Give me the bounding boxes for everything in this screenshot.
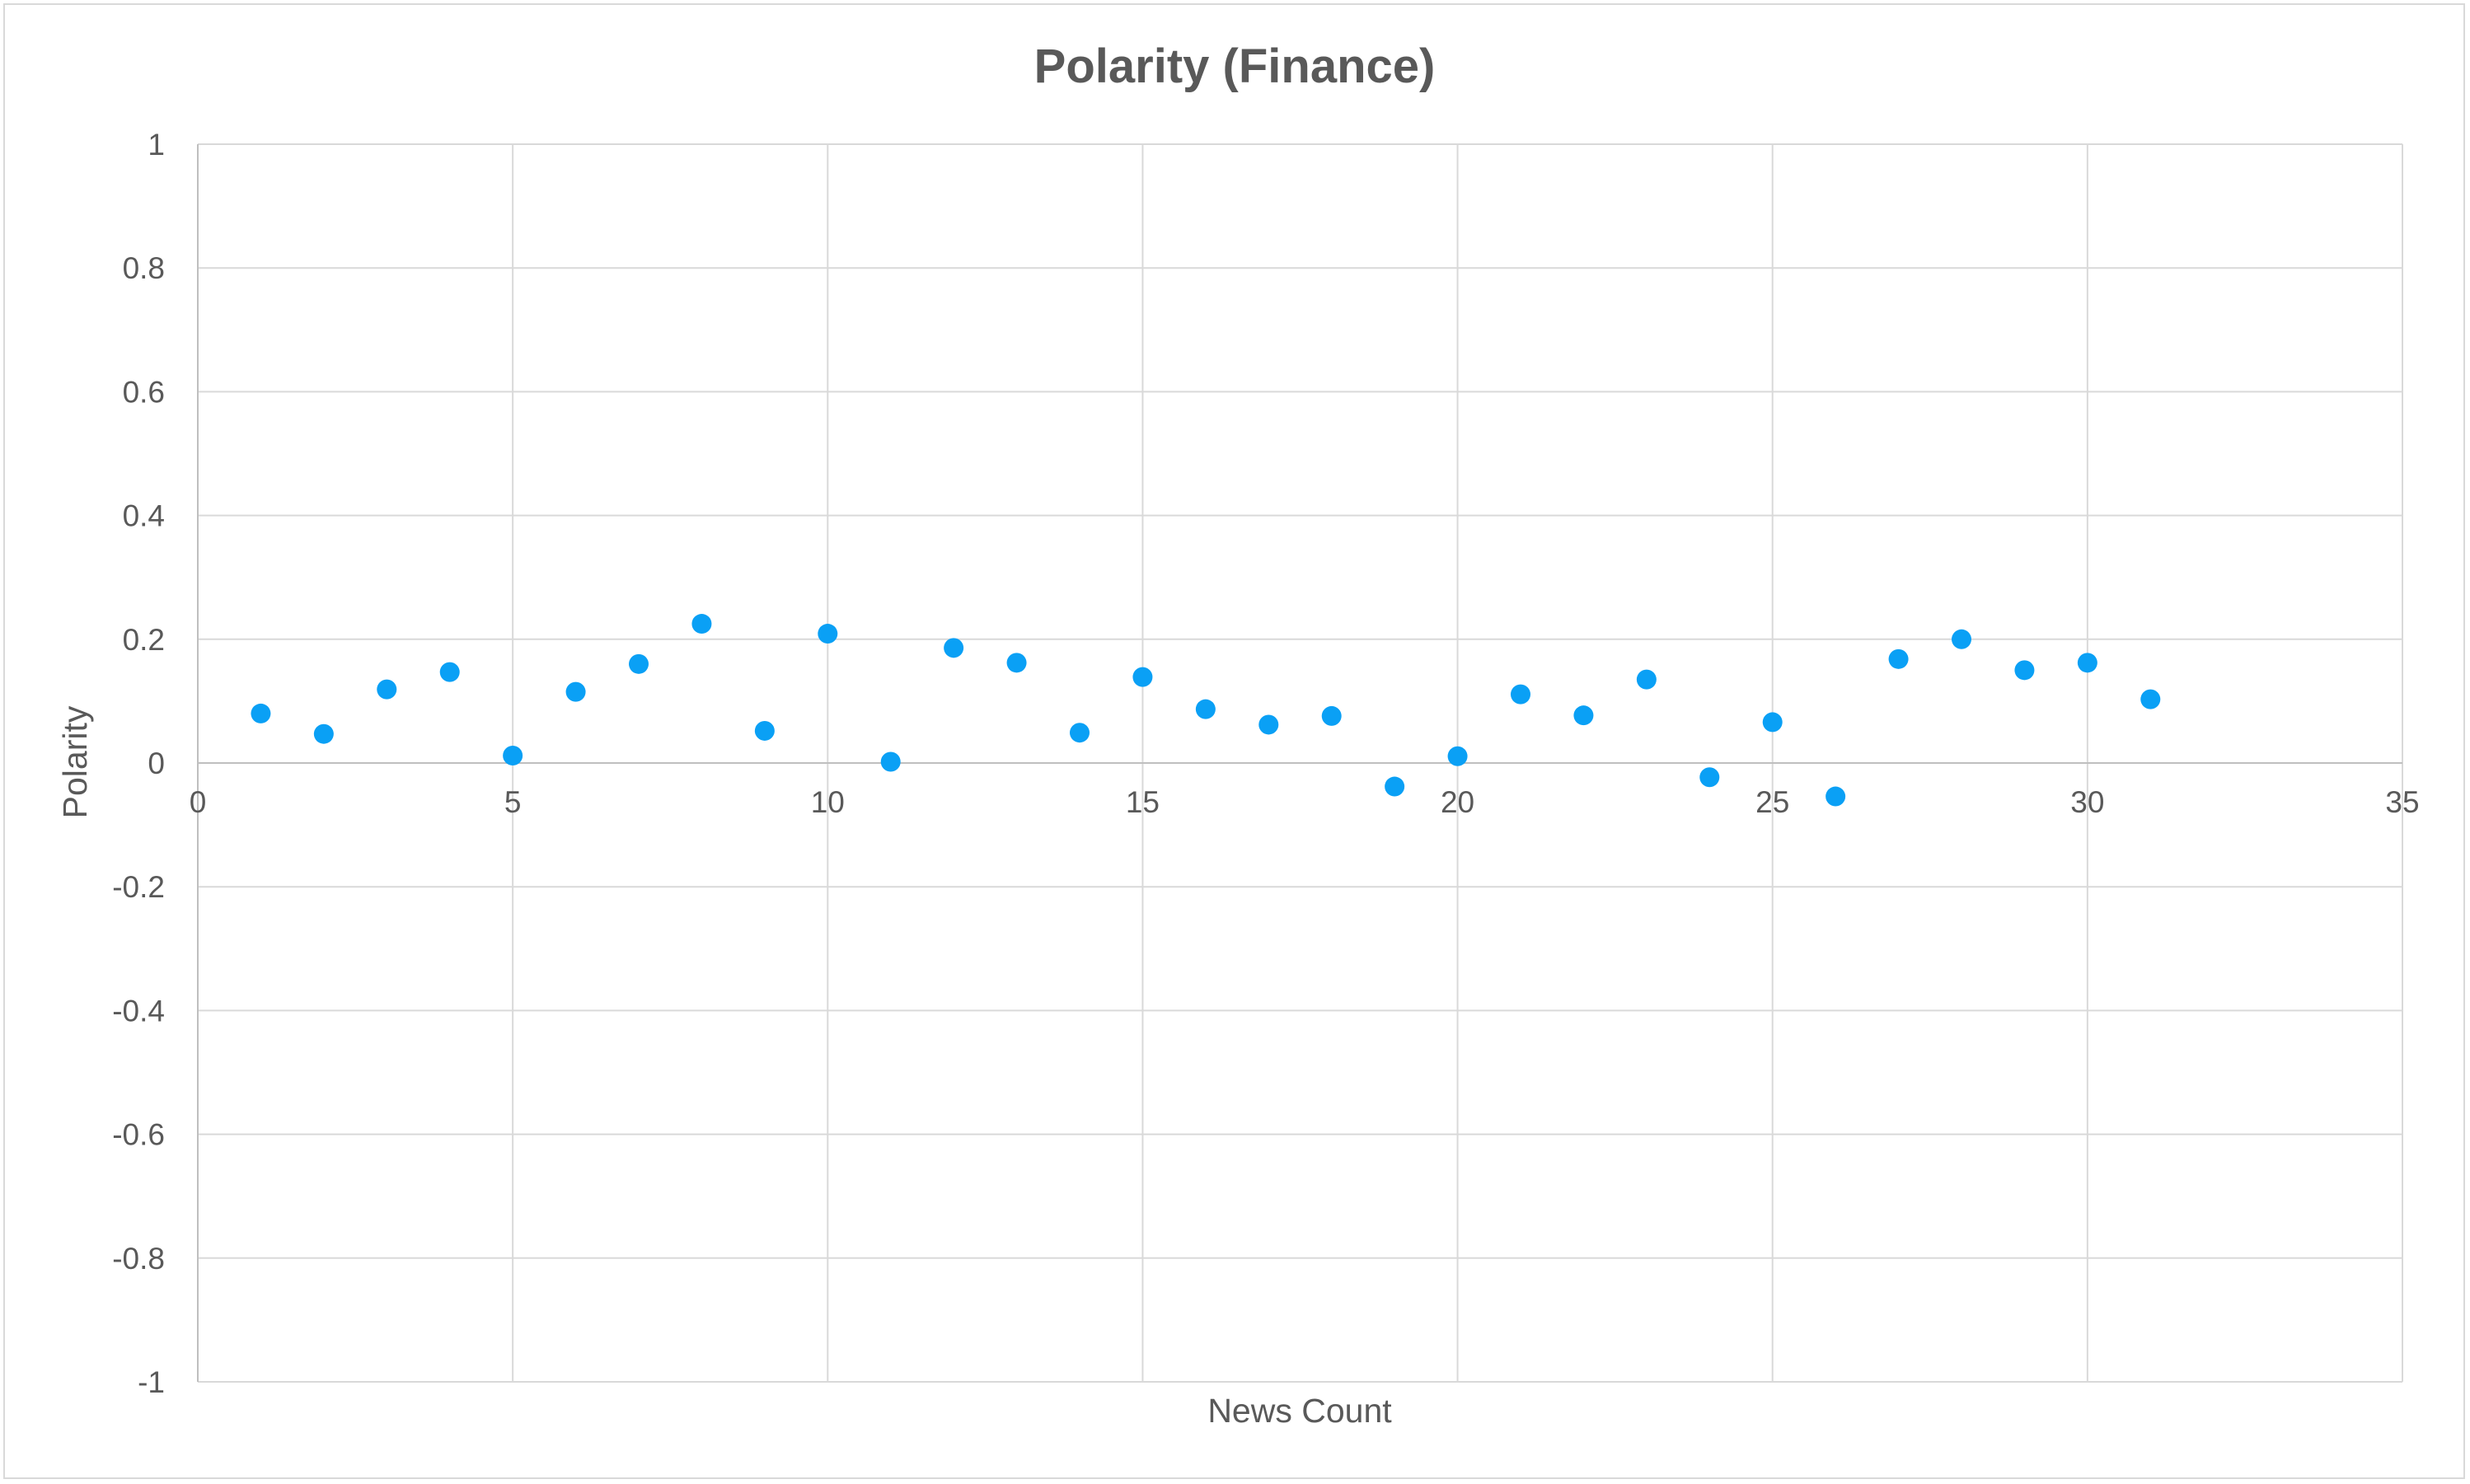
y-tick-label: -0.4 — [112, 994, 165, 1028]
data-point — [1258, 714, 1279, 735]
x-tick-label: 30 — [2070, 785, 2104, 819]
data-point — [818, 624, 838, 644]
y-tick-label: -1 — [138, 1365, 165, 1399]
data-point — [1636, 669, 1657, 690]
data-point — [313, 723, 334, 744]
y-tick-label: -0.6 — [112, 1118, 165, 1152]
data-points — [251, 614, 2161, 807]
y-tick-label: 0.8 — [123, 251, 165, 285]
data-point — [2140, 689, 2161, 709]
y-tick-label: -0.8 — [112, 1242, 165, 1276]
data-point — [691, 614, 712, 634]
data-point — [1573, 705, 1594, 726]
data-point — [503, 745, 523, 765]
x-tick-labels: 0 5 10 15 20 25 30 35 — [190, 785, 2420, 819]
data-point — [629, 653, 649, 674]
data-point — [944, 638, 964, 658]
chart-title: Polarity (Finance) — [1034, 40, 1436, 93]
y-tick-labels: 1 0.8 0.6 0.4 0.2 0 -0.2 -0.4 -0.6 -0.8 -1 — [112, 128, 165, 1399]
data-point — [251, 703, 271, 723]
data-point — [1006, 653, 1027, 673]
y-tick-label: 0 — [148, 747, 165, 780]
data-point — [1132, 667, 1153, 687]
data-point — [565, 681, 586, 702]
data-point — [2077, 653, 2097, 673]
x-tick-label: 20 — [1441, 785, 1474, 819]
y-tick-label: 1 — [148, 128, 165, 162]
axes — [197, 144, 2402, 1382]
data-point — [1195, 699, 1216, 719]
x-tick-label: 15 — [1126, 785, 1160, 819]
data-point — [439, 662, 460, 682]
data-point — [1826, 786, 1846, 807]
data-point — [2014, 660, 2035, 681]
data-point — [377, 679, 397, 700]
y-tick-label: 0.2 — [123, 623, 165, 657]
data-point — [1511, 684, 1530, 705]
y-axis-label: Polarity — [56, 705, 94, 818]
data-point — [1952, 629, 1971, 649]
data-point — [1070, 723, 1090, 743]
data-point — [1447, 746, 1468, 766]
data-point — [1699, 767, 1720, 788]
data-point — [754, 720, 775, 741]
data-point — [1888, 648, 1909, 669]
y-tick-label: -0.2 — [112, 870, 165, 904]
data-point — [1385, 776, 1405, 797]
y-tick-label: 0.6 — [123, 375, 165, 409]
data-point — [1321, 705, 1342, 726]
x-axis-label: News Count — [1207, 1392, 1392, 1430]
x-tick-label: 5 — [504, 785, 522, 819]
x-tick-label: 25 — [1755, 785, 1789, 819]
x-tick-label: 10 — [811, 785, 845, 819]
data-point — [880, 751, 901, 772]
x-tick-label: 0 — [190, 785, 207, 819]
data-point — [1762, 712, 1783, 733]
chart-frame — [3, 3, 2465, 1479]
x-tick-label: 35 — [2385, 785, 2419, 819]
y-tick-label: 0.4 — [123, 499, 165, 533]
